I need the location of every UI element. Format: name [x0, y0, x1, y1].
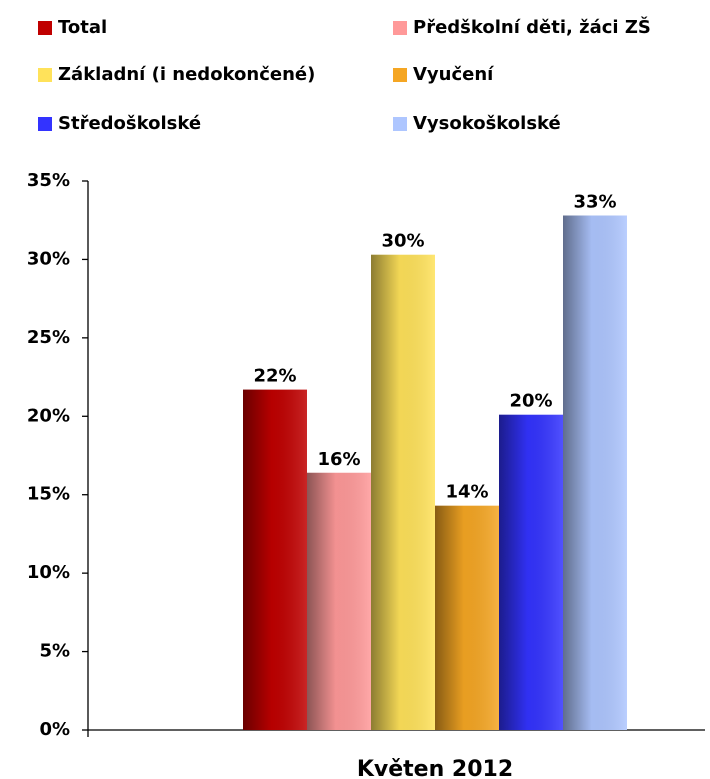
bar-shading [499, 414, 563, 730]
legend-swatch [38, 68, 52, 82]
bar-shading [435, 505, 499, 730]
y-tick-label: 10% [27, 562, 70, 583]
value-label: 20% [509, 391, 552, 412]
legend-swatch [38, 117, 52, 131]
legend-label: Vyučení [413, 64, 494, 85]
legend-label: Středoškolské [58, 113, 201, 134]
value-label: 16% [317, 449, 360, 470]
legend-swatch [393, 68, 407, 82]
value-label: 22% [253, 366, 296, 387]
y-tick-label: 35% [27, 170, 70, 191]
value-label: 33% [573, 192, 616, 213]
legend-swatch [393, 117, 407, 131]
y-tick-label: 0% [39, 719, 70, 740]
y-tick-label: 15% [27, 484, 70, 505]
y-tick-label: 25% [27, 327, 70, 348]
value-label: 30% [381, 231, 424, 252]
legend-swatch [393, 21, 407, 35]
bar-shading [307, 472, 371, 730]
legend-label: Předškolní děti, žáci ZŠ [413, 16, 651, 38]
legend-label: Total [58, 17, 107, 38]
legend-label: Základní (i nedokončené) [58, 64, 315, 85]
legend-swatch [38, 21, 52, 35]
legend-label: Vysokoškolské [413, 113, 561, 134]
y-tick-label: 30% [27, 248, 70, 269]
bar-shading [243, 389, 307, 730]
x-tick-label: Květen 2012 [357, 757, 513, 779]
y-tick-label: 20% [27, 405, 70, 426]
y-tick-label: 5% [39, 641, 70, 662]
bar-shading [371, 254, 435, 731]
bar-shading [563, 215, 627, 731]
value-label: 14% [445, 482, 488, 503]
